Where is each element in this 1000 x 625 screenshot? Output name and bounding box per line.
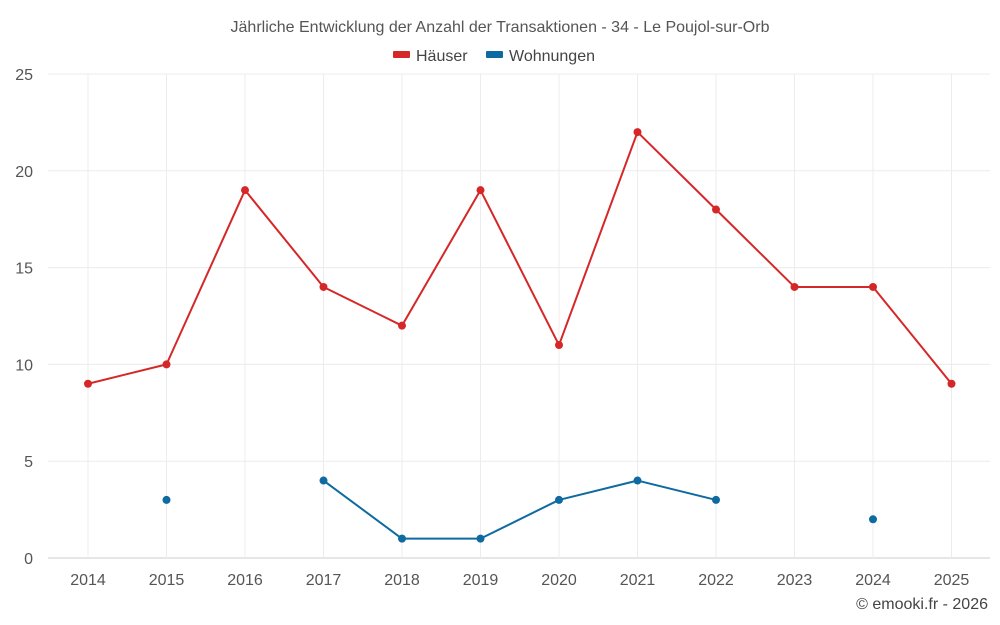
legend-label-apartments: Wohnungen bbox=[509, 48, 595, 65]
data-point-apartments[interactable] bbox=[319, 476, 328, 485]
chart-title: Jährliche Entwicklung der Anzahl der Tra… bbox=[231, 19, 770, 36]
data-point-houses[interactable] bbox=[84, 379, 92, 388]
x-tick-label: 2023 bbox=[777, 572, 813, 589]
x-tick-label: 2024 bbox=[855, 572, 891, 589]
x-tick-label: 2020 bbox=[541, 572, 577, 589]
x-tick-label: 2021 bbox=[620, 572, 656, 589]
legend-swatch-apartments bbox=[486, 51, 503, 58]
y-axis-ticks: 0 5 10 15 20 25 bbox=[15, 67, 33, 568]
series-line-houses bbox=[87, 131, 953, 385]
data-point-houses[interactable] bbox=[476, 186, 485, 195]
series-line-apartments bbox=[322, 479, 717, 540]
legend-swatch-houses bbox=[393, 51, 410, 58]
x-axis-ticks: 2014 2015 2016 2017 2018 2019 2020 2021 2022 2023… bbox=[70, 572, 969, 589]
legend: Häuser Wohnungen bbox=[393, 48, 595, 65]
series-apartments bbox=[162, 476, 877, 543]
x-tick-label: 2019 bbox=[463, 572, 499, 589]
data-point-apartments[interactable] bbox=[162, 495, 171, 504]
data-point-apartments[interactable] bbox=[555, 495, 563, 504]
x-tick-label: 2014 bbox=[70, 572, 106, 589]
data-point-houses[interactable] bbox=[869, 282, 877, 291]
data-point-houses[interactable] bbox=[947, 379, 956, 388]
series-layer bbox=[84, 128, 956, 543]
data-point-apartments[interactable] bbox=[633, 476, 642, 485]
y-tick-label: 25 bbox=[15, 67, 33, 84]
series-houses bbox=[84, 128, 956, 388]
data-point-apartments[interactable] bbox=[476, 534, 485, 543]
data-point-houses[interactable] bbox=[790, 282, 799, 291]
data-point-apartments[interactable] bbox=[398, 534, 406, 543]
data-point-houses[interactable] bbox=[398, 321, 406, 330]
x-tick-label: 2022 bbox=[698, 572, 734, 589]
y-tick-label: 20 bbox=[15, 164, 33, 181]
data-point-houses[interactable] bbox=[319, 282, 328, 291]
footer-credit: © emooki.fr - 2026 bbox=[856, 596, 988, 613]
data-point-houses[interactable] bbox=[162, 360, 171, 369]
data-point-apartments[interactable] bbox=[712, 495, 720, 504]
x-tick-label: 2025 bbox=[934, 572, 970, 589]
data-point-houses[interactable] bbox=[555, 341, 563, 350]
x-tick-label: 2015 bbox=[149, 572, 185, 589]
y-tick-label: 15 bbox=[15, 261, 33, 278]
data-point-houses[interactable] bbox=[712, 205, 720, 214]
y-tick-label: 5 bbox=[24, 454, 33, 471]
y-tick-label: 0 bbox=[24, 551, 33, 568]
x-tick-label: 2017 bbox=[306, 572, 342, 589]
y-tick-label: 10 bbox=[15, 357, 33, 374]
data-point-houses[interactable] bbox=[241, 186, 249, 195]
legend-label-houses: Häuser bbox=[416, 48, 468, 65]
data-point-apartments[interactable] bbox=[869, 515, 877, 524]
x-tick-label: 2016 bbox=[227, 572, 263, 589]
data-point-houses[interactable] bbox=[633, 128, 642, 137]
x-tick-label: 2018 bbox=[384, 572, 420, 589]
